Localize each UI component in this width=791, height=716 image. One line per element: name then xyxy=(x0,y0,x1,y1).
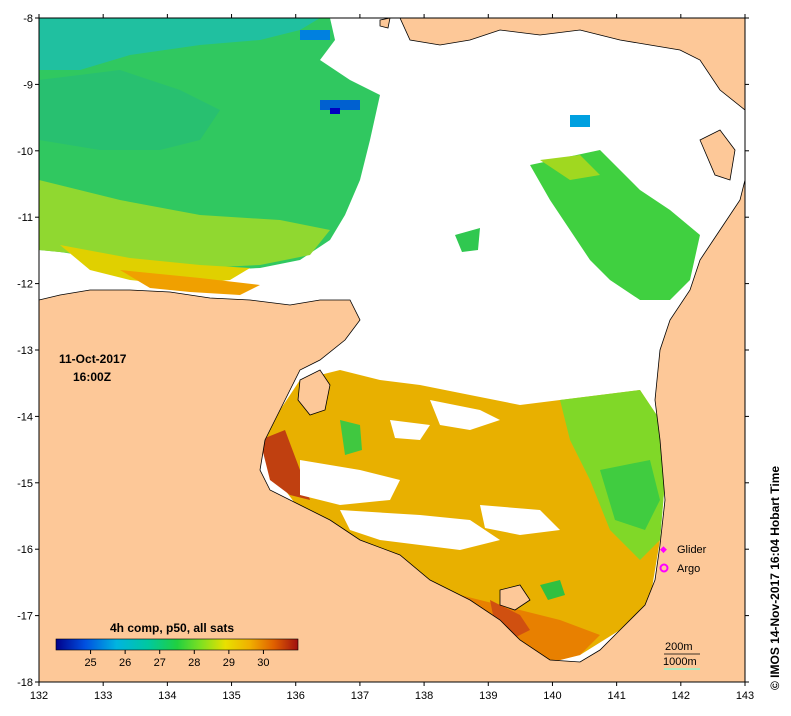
platform-legend: ◆ Glider Argo xyxy=(659,544,707,575)
x-tick-label: 141 xyxy=(607,690,625,702)
legend-glider: Glider xyxy=(677,544,707,556)
y-axis: -8 -9 -10 -11 -12 -13 -14 -15 -16 -17 -18 xyxy=(17,13,749,689)
x-tick-label: 140 xyxy=(543,690,561,702)
colorbar-tick-label: 28 xyxy=(188,657,200,669)
colorbar: 4h comp, p50, all sats 25 26 27 28 29 30 xyxy=(55,621,299,669)
sst-field xyxy=(39,18,700,665)
imos-credit: © IMOS 14-Nov-2017 16:04 Hobart Time xyxy=(768,466,782,690)
colorbar-tick-label: 29 xyxy=(223,657,235,669)
x-tick-label: 132 xyxy=(30,690,48,702)
y-tick-label: -14 xyxy=(17,411,33,423)
colorbar-gradient xyxy=(55,638,299,651)
x-tick-label: 143 xyxy=(736,690,754,702)
colorbar-tick-label: 25 xyxy=(84,657,96,669)
isobath-1000: 1000m xyxy=(663,656,697,668)
land xyxy=(39,18,745,682)
x-tick-label: 142 xyxy=(672,690,690,702)
colorbar-tick-label: 26 xyxy=(119,657,131,669)
colorbar-tick-label: 27 xyxy=(154,657,166,669)
x-tick-label: 133 xyxy=(94,690,112,702)
x-tick-label: 139 xyxy=(479,690,497,702)
glider-marker-icon: ◆ xyxy=(660,545,667,555)
isobath-200: 200m xyxy=(665,641,693,653)
y-tick-label: -8 xyxy=(23,13,33,25)
cloud-mask xyxy=(300,400,560,550)
y-tick-label: -10 xyxy=(17,146,33,158)
y-tick-label: -12 xyxy=(17,279,33,291)
x-tick-label: 136 xyxy=(287,690,305,702)
y-tick-label: -18 xyxy=(17,677,33,689)
map-date: 11-Oct-2017 xyxy=(59,352,127,366)
y-tick-label: -15 xyxy=(17,478,33,490)
y-tick-label: -11 xyxy=(18,212,33,224)
y-tick-label: -9 xyxy=(23,79,33,91)
colorbar-ticks: 25 26 27 28 29 30 xyxy=(84,650,270,669)
x-tick-label: 138 xyxy=(415,690,433,702)
x-tick-label: 134 xyxy=(158,690,176,702)
y-tick-label: -17 xyxy=(17,611,33,623)
y-tick-label: -13 xyxy=(17,345,33,357)
x-tick-label: 135 xyxy=(222,690,240,702)
map-time: 16:00Z xyxy=(73,370,111,384)
colorbar-title: 4h comp, p50, all sats xyxy=(110,621,234,635)
argo-marker-icon xyxy=(659,563,669,573)
isobath-legend: 200m 1000m xyxy=(663,641,700,670)
legend-argo: Argo xyxy=(677,563,700,575)
x-tick-label: 137 xyxy=(351,690,369,702)
colorbar-tick-label: 30 xyxy=(257,657,269,669)
y-tick-label: -16 xyxy=(17,544,33,556)
x-axis: 132 133 134 135 136 137 138 139 140 141 142 143 xyxy=(30,14,754,702)
